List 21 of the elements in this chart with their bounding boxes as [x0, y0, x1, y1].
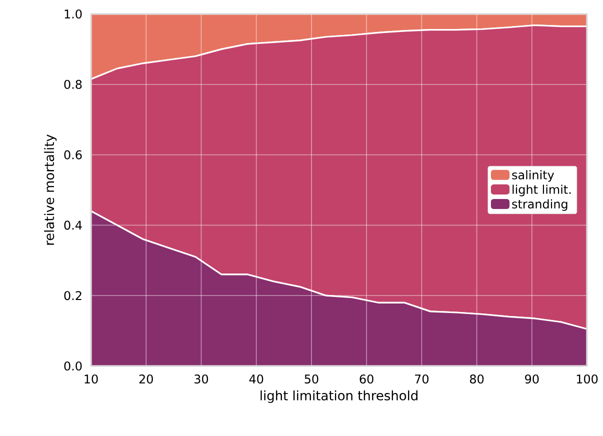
x-tick-label: 20 [139, 374, 153, 384]
x-tick-label: 30 [194, 374, 208, 384]
x-tick-label: 80 [470, 374, 484, 384]
y-tick-label: 0.4 [64, 220, 82, 230]
y-tick-label: 0.8 [64, 80, 82, 89]
x-axis-title: light limitation threshold [260, 390, 418, 403]
x-tick-label: 40 [249, 374, 264, 384]
x-tick-label: 50 [304, 374, 318, 384]
legend-label: salinity [512, 170, 554, 182]
x-tick-label: 60 [360, 374, 374, 384]
x-tick-label: 70 [415, 374, 428, 384]
x-tick-label: 10 [84, 374, 98, 384]
x-tick-label: 90 [525, 374, 539, 384]
y-tick-label: 0.2 [64, 291, 82, 300]
y-tick-label: 1.0 [64, 9, 82, 19]
x-tick-label: 100 [576, 374, 598, 384]
y-tick-label: 0.6 [64, 150, 82, 160]
legend-label: stranding [512, 199, 568, 211]
y-tick-label: 0.0 [64, 361, 82, 371]
y-axis-title: relative mortality [44, 134, 57, 245]
legend-label: light limit. [512, 184, 571, 196]
